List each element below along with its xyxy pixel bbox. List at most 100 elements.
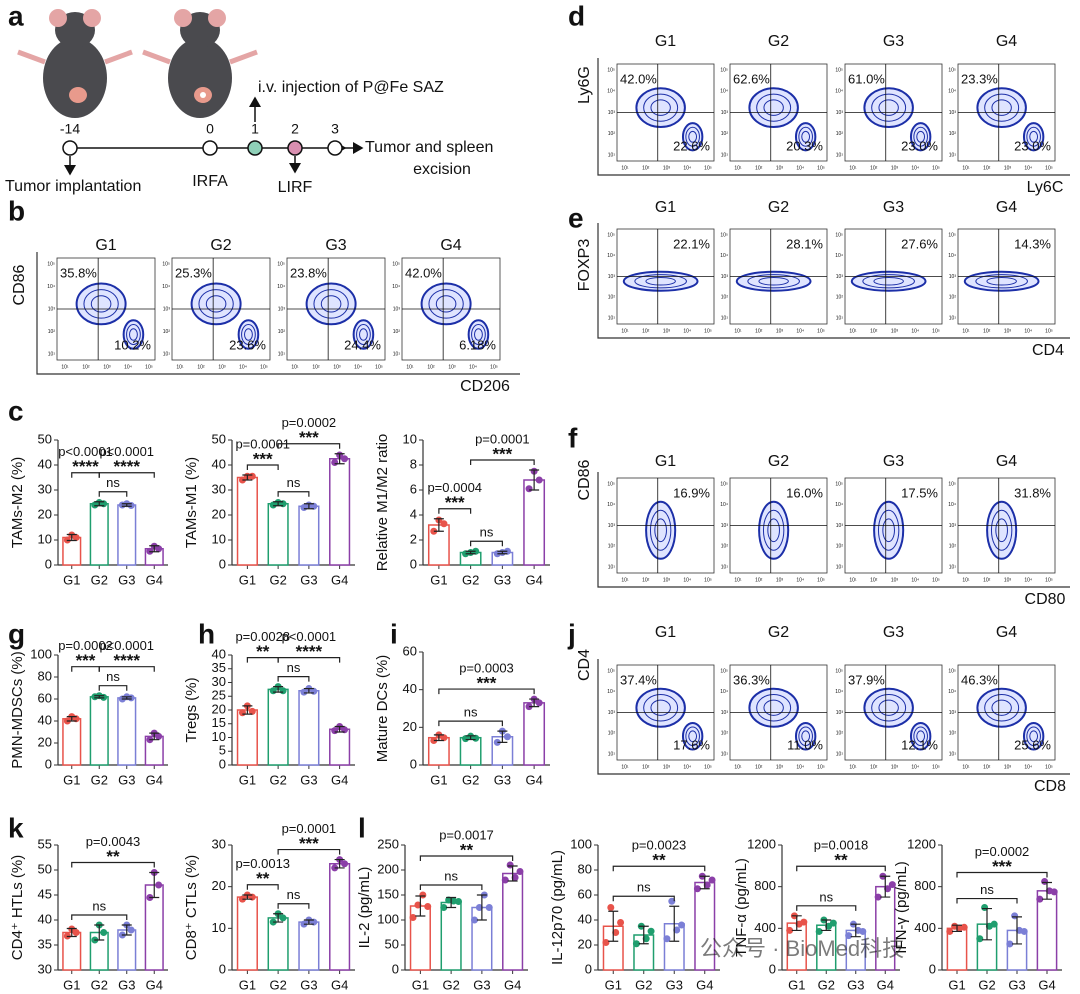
contour [871,693,907,722]
data-point [155,545,163,553]
p-value: p=0.0003 [459,661,514,676]
significance-bracket [612,865,706,872]
x-tick-label: G3 [847,977,864,992]
flow-tick: 10² [642,764,650,770]
error-bar [982,907,992,941]
y-tick-label: 10 [212,920,226,935]
x-tick-label: G3 [118,772,135,787]
contour [649,509,672,551]
flow-tick: 10⁵ [948,232,956,238]
flow-tick: 10³ [663,764,671,770]
y-tick-label: 40 [38,456,52,471]
flow-tick: 10¹ [393,351,401,357]
group-label: G1 [655,199,676,216]
y-tick-label: 100 [570,836,592,851]
significance-bracket [419,884,483,890]
flow-tick: 10² [836,131,844,137]
flow-tick: 10¹ [406,364,414,370]
p-value: p<0.0001 [99,638,154,653]
y-tick-label: 35 [212,660,226,675]
data-point [668,897,676,905]
flow-tick: 10¹ [949,751,957,757]
x-tick-label: G3 [300,977,317,992]
contour [801,730,811,743]
flow-tick: 10² [427,364,435,370]
gate-percent: 23.0% [901,138,938,153]
x-tick-label: G3 [300,572,317,587]
bar [298,921,320,971]
flow-tick: 10² [870,165,878,171]
flow-tick: 10² [312,364,320,370]
y-axis-label: IL-2 (pg/mL) [356,867,373,949]
ns-label: ns [980,882,994,897]
error-bar [669,905,680,942]
data-point [946,927,954,935]
flow-tick: 10⁵ [817,577,825,583]
flow-tick: 10⁵ [835,481,843,487]
flow-tick: 10³ [891,577,899,583]
y-tick-label: 80 [38,668,52,683]
p-value: p=0.0018 [814,838,869,853]
axis-label: Ly6G [576,66,593,104]
p-value: p=0.0002 [282,415,337,430]
flow-tick: 10² [983,165,991,171]
ns-label: ns [637,880,651,895]
y-tick-label: 30 [212,674,226,689]
contour [359,328,368,341]
error-bar [66,927,77,938]
flow-tick: 10² [755,577,763,583]
ns-label: ns [287,475,301,490]
y-tick-label: 100 [377,911,399,926]
x-tick-label: G4 [877,977,894,992]
x-tick-label: G2 [91,772,108,787]
panel-letter: c [8,395,24,426]
y-tick-label: 0 [410,556,417,571]
flow-tick: 10³ [949,710,957,716]
flow-tick: 10⁵ [704,328,712,334]
group-label: G4 [996,624,1017,641]
contour [320,295,342,313]
significance-bracket [246,884,279,890]
flow-tick: 10⁴ [277,284,285,290]
y-tick-label: 20 [212,701,226,716]
significance-bracket [246,464,279,470]
contour [90,295,112,313]
data-point [673,926,681,934]
flow-tick: 10² [163,329,171,335]
flow-tick: 10⁴ [948,502,956,508]
flow-tick: 10¹ [608,152,616,158]
error-bar [699,875,710,890]
y-tick-label: 0 [585,961,592,976]
flow-tick: 10³ [1004,165,1012,171]
data-point [981,904,989,911]
bar [329,458,351,566]
panel-letter: g [8,618,25,649]
data-point [1036,895,1044,903]
y-tick-label: 40 [578,911,592,926]
gate-percent: 25.3% [175,265,212,280]
x-tick-label: G2 [818,977,835,992]
y-tick-label: 25 [212,688,226,703]
x-tick-label: G3 [666,977,683,992]
y-tick-label: 6 [410,481,417,496]
flow-tick: 10¹ [608,315,616,321]
y-tick-label: 50 [38,431,52,446]
flow-tick: 10⁴ [948,689,956,695]
data-point [642,935,650,943]
group-label: G2 [768,33,789,50]
flow-tick: 10³ [949,274,957,280]
gate-percent: 37.4% [620,672,657,687]
flow-tick: 10³ [608,274,616,280]
data-point [1006,940,1014,948]
group-label: G1 [655,33,676,50]
flow-tick: 10² [755,328,763,334]
gate-percent: 31.8% [1014,485,1051,500]
flow-tick: 10⁵ [607,67,615,73]
x-tick-label: G4 [525,772,542,787]
y-tick-label: 60 [578,886,592,901]
x-tick-label: G3 [1008,977,1025,992]
bar [117,697,137,766]
axis-arrow [597,58,1070,176]
y-axis-label: Relative M1/M2 ratio [374,434,391,572]
contour [986,276,1017,286]
